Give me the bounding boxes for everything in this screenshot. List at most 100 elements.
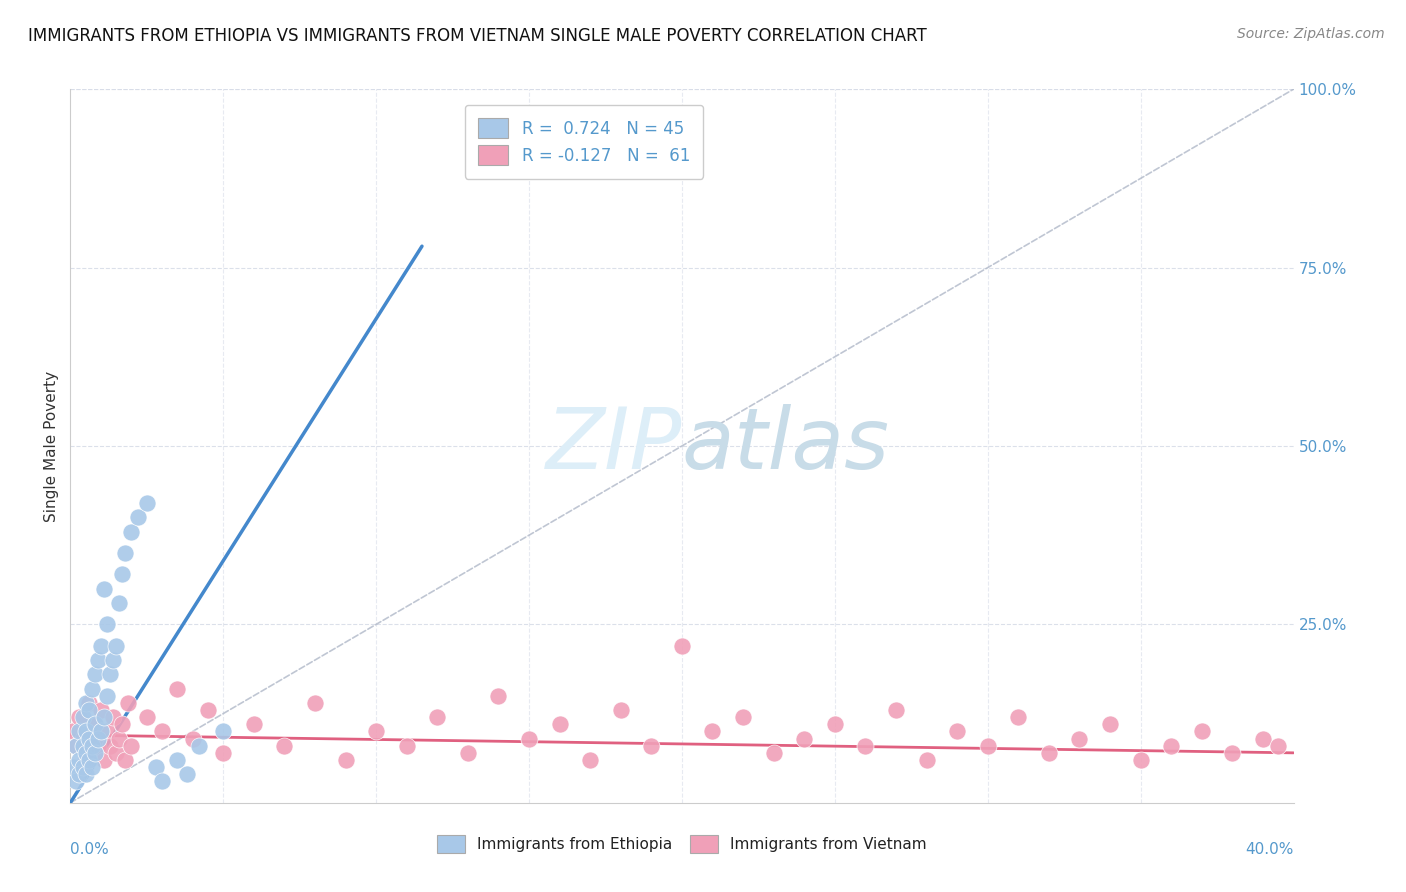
Point: [69, 767, 91, 781]
Text: 0.0%: 0.0%: [70, 842, 110, 857]
Point: [488, 689, 510, 703]
Point: [127, 510, 149, 524]
Point: [166, 753, 188, 767]
Point: [90, 703, 112, 717]
Point: [93, 710, 115, 724]
Point: [77, 753, 100, 767]
Point: [121, 524, 143, 539]
Point: [273, 739, 295, 753]
Point: [1267, 739, 1289, 753]
Point: [77, 696, 100, 710]
Point: [1160, 739, 1182, 753]
Point: [212, 746, 235, 760]
Point: [96, 689, 118, 703]
Point: [762, 746, 785, 760]
Point: [121, 739, 143, 753]
Point: [80, 681, 103, 696]
Point: [117, 696, 139, 710]
Y-axis label: Single Male Poverty: Single Male Poverty: [44, 370, 59, 522]
Point: [72, 710, 94, 724]
Point: [197, 703, 219, 717]
Point: [83, 746, 105, 760]
Legend: Immigrants from Ethiopia, Immigrants from Vietnam: Immigrants from Ethiopia, Immigrants fro…: [432, 829, 932, 859]
Point: [640, 739, 662, 753]
Point: [702, 724, 724, 739]
Point: [135, 496, 157, 510]
Point: [80, 746, 103, 760]
Text: 40.0%: 40.0%: [1246, 842, 1294, 857]
Point: [98, 739, 121, 753]
Point: [135, 710, 157, 724]
Text: ZIP: ZIP: [546, 404, 682, 488]
Point: [1007, 710, 1029, 724]
Point: [304, 696, 326, 710]
Point: [150, 724, 173, 739]
Point: [87, 739, 110, 753]
Point: [426, 710, 449, 724]
Point: [1220, 746, 1243, 760]
Point: [96, 617, 118, 632]
Point: [101, 653, 124, 667]
Point: [65, 774, 87, 789]
Point: [108, 731, 131, 746]
Point: [83, 717, 105, 731]
Point: [65, 739, 87, 753]
Point: [111, 717, 134, 731]
Point: [93, 753, 115, 767]
Point: [976, 739, 998, 753]
Point: [105, 639, 128, 653]
Point: [72, 731, 94, 746]
Point: [793, 731, 815, 746]
Point: [111, 567, 134, 582]
Point: [212, 724, 235, 739]
Point: [579, 753, 602, 767]
Point: [181, 731, 204, 746]
Point: [915, 753, 938, 767]
Point: [166, 681, 188, 696]
Point: [75, 746, 97, 760]
Point: [77, 731, 100, 746]
Point: [90, 724, 112, 739]
Point: [62, 760, 84, 774]
Point: [1251, 731, 1274, 746]
Point: [105, 746, 128, 760]
Point: [65, 739, 87, 753]
Point: [187, 739, 209, 753]
Point: [98, 667, 121, 681]
Point: [671, 639, 693, 653]
Point: [1069, 731, 1091, 746]
Point: [243, 717, 266, 731]
Point: [395, 739, 418, 753]
Point: [733, 710, 755, 724]
Point: [80, 739, 103, 753]
Point: [150, 774, 173, 789]
Point: [114, 753, 136, 767]
Point: [69, 710, 91, 724]
Point: [96, 724, 118, 739]
Point: [548, 717, 571, 731]
Text: Source: ZipAtlas.com: Source: ZipAtlas.com: [1237, 27, 1385, 41]
Point: [176, 767, 198, 781]
Point: [75, 767, 97, 781]
Point: [1191, 724, 1213, 739]
Point: [83, 717, 105, 731]
Point: [69, 753, 91, 767]
Point: [93, 582, 115, 596]
Text: IMMIGRANTS FROM ETHIOPIA VS IMMIGRANTS FROM VIETNAM SINGLE MALE POVERTY CORRELAT: IMMIGRANTS FROM ETHIOPIA VS IMMIGRANTS F…: [28, 27, 927, 45]
Point: [114, 546, 136, 560]
Point: [80, 760, 103, 774]
Point: [517, 731, 540, 746]
Point: [75, 753, 97, 767]
Point: [62, 724, 84, 739]
Point: [1038, 746, 1060, 760]
Point: [69, 724, 91, 739]
Point: [335, 753, 357, 767]
Point: [884, 703, 907, 717]
Point: [824, 717, 846, 731]
Point: [946, 724, 969, 739]
Point: [75, 696, 97, 710]
Point: [457, 746, 479, 760]
Point: [101, 710, 124, 724]
Point: [855, 739, 877, 753]
Text: atlas: atlas: [682, 404, 890, 488]
